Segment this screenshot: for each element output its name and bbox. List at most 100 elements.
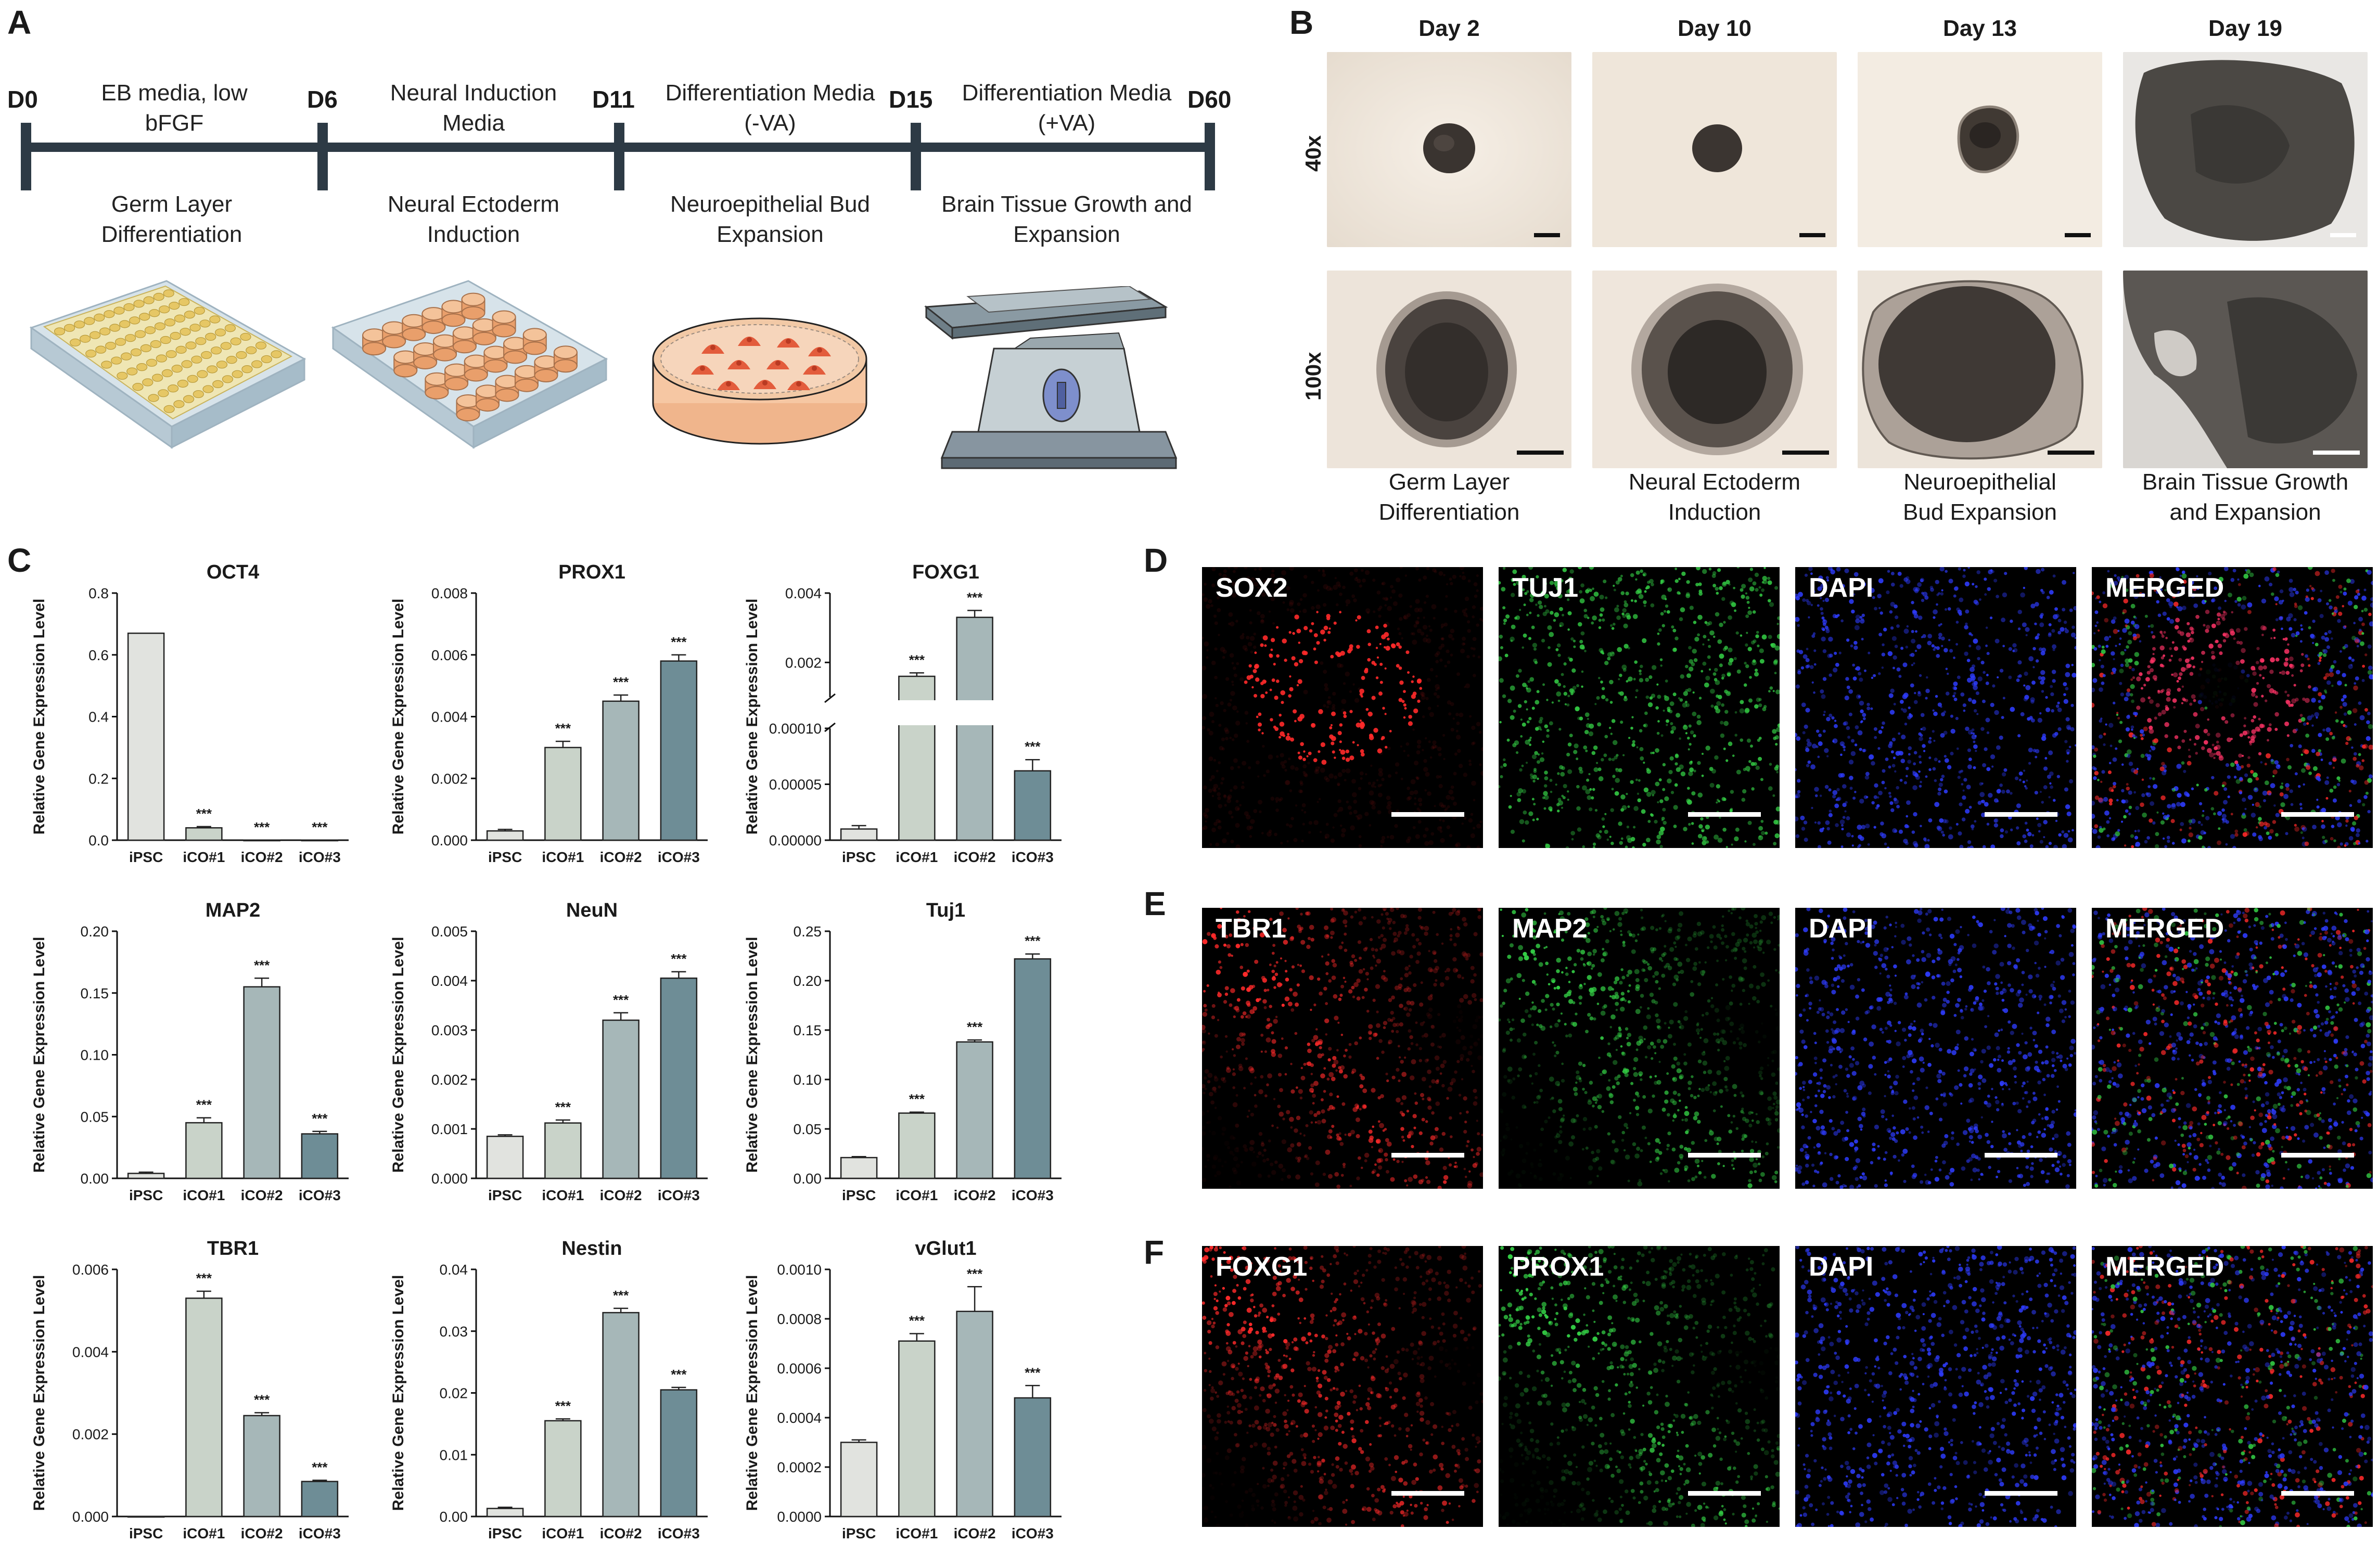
- cell: [1888, 743, 1893, 749]
- cell: [1273, 1019, 1278, 1024]
- cell: [2000, 834, 2004, 839]
- cell: [2041, 647, 2047, 652]
- cell: [1452, 574, 1456, 579]
- cell: [1526, 687, 1528, 690]
- well: [90, 331, 101, 339]
- cell: [1426, 1150, 1429, 1153]
- cell: [1313, 647, 1316, 651]
- cell: [1874, 783, 1878, 788]
- cell: [1449, 1116, 1452, 1120]
- cell: [1245, 943, 1249, 947]
- cell: [2206, 625, 2210, 629]
- cell: [1285, 978, 1289, 982]
- y-tick-label: 0.05: [81, 1109, 109, 1125]
- cell: [1719, 586, 1723, 590]
- cell: [1333, 584, 1338, 590]
- cell: [1825, 576, 1829, 580]
- cell: [1229, 1151, 1233, 1155]
- cell: [1473, 932, 1478, 936]
- cell: [1337, 809, 1340, 813]
- cell: [1719, 816, 1721, 819]
- cell: [1683, 827, 1687, 831]
- cell: [2063, 699, 2068, 704]
- cell: [1773, 661, 1778, 665]
- cell: [1412, 675, 1415, 678]
- cell: [1373, 610, 1376, 613]
- cell: [2003, 768, 2008, 772]
- cell: [2256, 661, 2259, 664]
- cell: [1886, 590, 1890, 595]
- cell: [2204, 706, 2208, 710]
- cell: [1820, 612, 1824, 615]
- cell: [1443, 1175, 1449, 1180]
- significance-label: ***: [671, 1367, 687, 1382]
- cell: [1441, 637, 1444, 640]
- cell: [1701, 774, 1704, 777]
- cell: [1396, 664, 1400, 668]
- cell: [1316, 977, 1321, 981]
- cell: [1656, 731, 1660, 735]
- cell: [2055, 613, 2060, 618]
- cell: [1667, 778, 1672, 783]
- cell: [1746, 632, 1748, 634]
- cell: [1326, 705, 1329, 709]
- cell: [2274, 596, 2279, 601]
- well: [173, 400, 185, 408]
- cell: [2071, 664, 2074, 666]
- cell: [1377, 748, 1383, 754]
- cell: [1745, 643, 1748, 647]
- cell: [1734, 836, 1739, 842]
- cell: [1840, 753, 1843, 756]
- cell: [1326, 700, 1332, 705]
- cell: [2267, 739, 2269, 742]
- cell: [2229, 628, 2234, 633]
- cell: [1354, 1103, 1359, 1108]
- cell: [1412, 632, 1415, 636]
- cell: [2283, 794, 2288, 799]
- cell: [1421, 695, 1426, 700]
- cell: [1775, 743, 1778, 746]
- cell: [1206, 656, 1209, 659]
- cell: [1611, 719, 1616, 723]
- cell: [1258, 1151, 1262, 1155]
- cell: [2285, 815, 2291, 820]
- cell: [1270, 796, 1275, 801]
- cell: [1377, 810, 1382, 815]
- cell: [1640, 664, 1643, 669]
- cell: [1570, 831, 1576, 836]
- cell: [2211, 650, 2215, 654]
- cell: [2165, 705, 2168, 708]
- well: [362, 328, 387, 356]
- cell: [2024, 671, 2028, 676]
- cell: [1301, 969, 1306, 973]
- cell: [2147, 718, 2152, 723]
- cell: [1743, 683, 1747, 687]
- cell: [1700, 817, 1704, 821]
- cell: [2279, 792, 2284, 796]
- cell: [1616, 615, 1621, 620]
- cell: [1531, 798, 1535, 801]
- cell: [1663, 820, 1667, 825]
- cell: [1249, 1009, 1255, 1014]
- well: [216, 361, 228, 369]
- well: [163, 289, 174, 298]
- cell: [1293, 709, 1297, 714]
- cell: [1289, 675, 1292, 678]
- cell: [1639, 747, 1644, 752]
- cell: [1796, 779, 1801, 783]
- cell: [1938, 636, 1941, 639]
- well: [163, 405, 175, 413]
- cell: [2102, 674, 2106, 677]
- cell: [1745, 596, 1750, 600]
- cell: [1646, 585, 1650, 589]
- cell: [2132, 636, 2137, 640]
- cell: [2043, 785, 2048, 790]
- cell: [1955, 716, 1959, 721]
- cell: [2300, 753, 2304, 756]
- cell: [1361, 996, 1365, 999]
- cell: [1755, 588, 1759, 592]
- cell: [1260, 1075, 1264, 1079]
- cell: [2216, 751, 2221, 756]
- cell: [2336, 776, 2341, 780]
- cell: [1922, 744, 1926, 748]
